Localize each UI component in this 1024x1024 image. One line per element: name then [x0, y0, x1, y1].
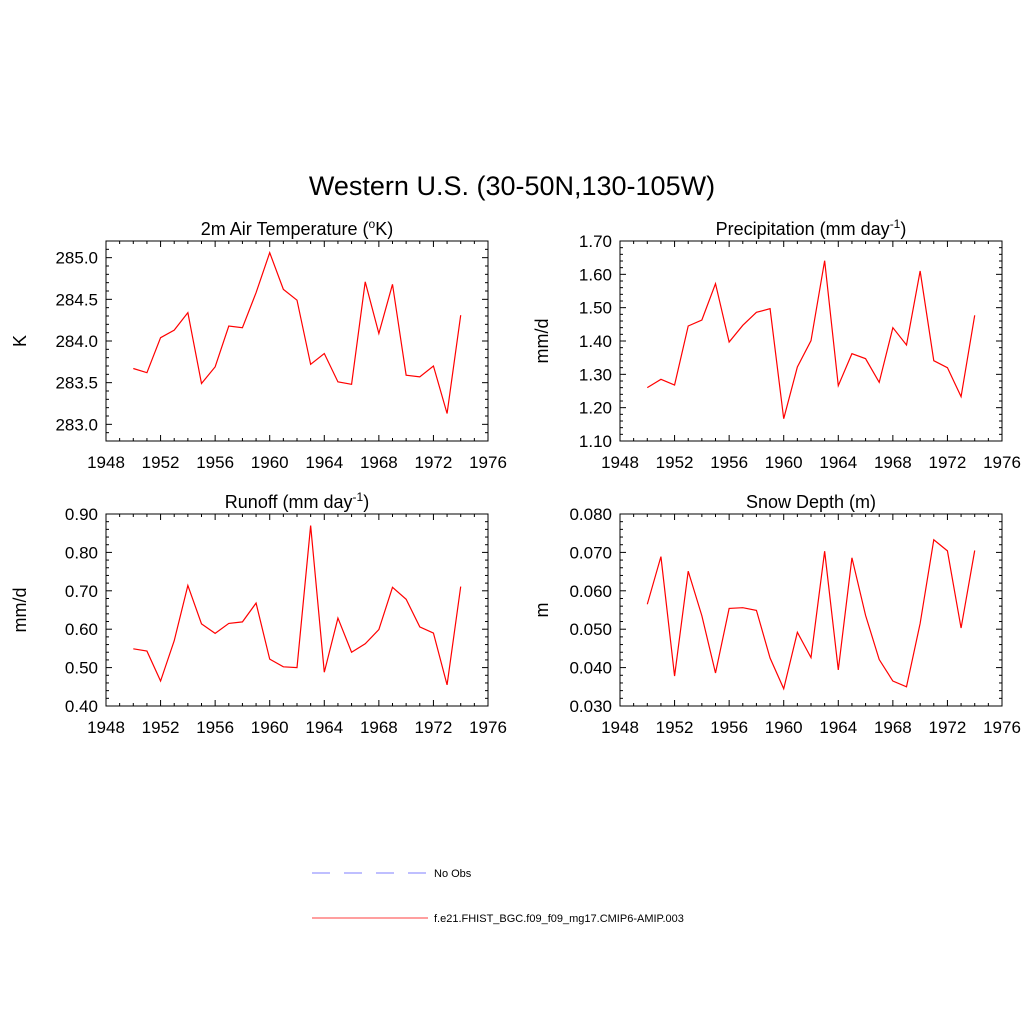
snow-depth-x-tick-label: 1972: [929, 718, 967, 737]
precipitation-x-tick-label: 1968: [874, 453, 912, 472]
precipitation-x-tick-label: 1972: [929, 453, 967, 472]
air-temperature-y-tick-label: 284.5: [55, 290, 98, 309]
legend-label-model: f.e21.FHIST_BGC.f09_f09_mg17.CMIP6-AMIP.…: [434, 913, 684, 925]
runoff-panel-title: Runoff (mm day-1): [225, 490, 369, 512]
runoff-x-tick-label: 1976: [469, 718, 507, 737]
precipitation-y-tick-label: 1.10: [579, 432, 612, 451]
runoff-x-tick-label: 1960: [251, 718, 289, 737]
legend: No Obs f.e21.FHIST_BGC.f09_f09_mg17.CMIP…: [312, 868, 684, 925]
precipitation-x-tick-label: 1976: [983, 453, 1021, 472]
snow-depth-title-text: Snow Depth (m): [746, 492, 876, 512]
snow-depth-y-tick-label: 0.050: [569, 620, 612, 639]
runoff-x-tick-label: 1968: [360, 718, 398, 737]
air-temperature-x-tick-label: 1960: [251, 453, 289, 472]
runoff-title-superscript: -1: [353, 490, 364, 504]
precipitation-y-axis-label: mm/d: [532, 319, 552, 364]
air-temperature-y-tick-label: 283.0: [55, 415, 98, 434]
precipitation-y-tick-label: 1.30: [579, 365, 612, 384]
precipitation-title-superscript: -1: [890, 217, 901, 231]
air-temperature-x-tick-label: 1972: [415, 453, 453, 472]
air-temperature-y-axis-label: K: [10, 335, 30, 347]
snow-depth-x-tick-label: 1964: [819, 718, 857, 737]
runoff-y-tick-label: 0.60: [65, 620, 98, 639]
snow-depth-x-tick-label: 1948: [601, 718, 639, 737]
runoff-y-tick-label: 0.70: [65, 582, 98, 601]
runoff-title-suffix: ): [363, 492, 369, 512]
precipitation-y-tick-label: 1.40: [579, 332, 612, 351]
air-temperature-series-line: [133, 250, 462, 414]
snow-depth-y-tick-label: 0.080: [569, 505, 612, 524]
air-temperature-x-tick-label: 1964: [305, 453, 343, 472]
precipitation-x-tick-label: 1960: [765, 453, 803, 472]
snow-depth-y-tick-label: 0.030: [569, 697, 612, 716]
runoff-y-tick-label: 0.80: [65, 543, 98, 562]
air-temperature-y-tick-label: 284.0: [55, 332, 98, 351]
air-temperature-y-tick-label: 285.0: [55, 249, 98, 268]
panel-precipitation: 1948 1952 1956 1960 1964 1968 1972 1976 1.10 1.20…: [532, 217, 1021, 472]
runoff-x-tick-label: 1964: [305, 718, 343, 737]
snow-depth-x-tick-label: 1960: [765, 718, 803, 737]
precipitation-x-tick-label: 1964: [819, 453, 857, 472]
figure-title: Western U.S. (30-50N,130-105W): [309, 171, 715, 201]
legend-label-no-obs: No Obs: [434, 868, 472, 880]
runoff-x-tick-label: 1972: [415, 718, 453, 737]
snow-depth-y-tick-label: 0.070: [569, 543, 612, 562]
snow-depth-x-tick-label: 1956: [710, 718, 748, 737]
snow-depth-plot-frame: [619, 513, 1003, 707]
air-temperature-x-tick-label: 1952: [142, 453, 180, 472]
precipitation-y-tick-label: 1.70: [579, 232, 612, 251]
precipitation-x-tick-label: 1956: [710, 453, 748, 472]
runoff-title-text: Runoff (mm day: [225, 492, 353, 512]
precipitation-series-line: [646, 260, 976, 419]
snow-depth-y-axis-label: m: [532, 603, 552, 618]
panel-runoff: 1948 1952 1956 1960 1964 1968 1972 1976 0.40 0.50…: [10, 490, 507, 737]
runoff-y-tick-label: 0.50: [65, 659, 98, 678]
snow-depth-y-tick-label: 0.060: [569, 582, 612, 601]
air-temperature-title-superscript: o: [369, 217, 376, 231]
runoff-x-tick-label: 1952: [142, 718, 180, 737]
precipitation-x-tick-label: 1952: [656, 453, 694, 472]
runoff-x-tick-label: 1956: [196, 718, 234, 737]
precipitation-y-tick-label: 1.20: [579, 399, 612, 418]
runoff-x-tick-label: 1948: [87, 718, 125, 737]
air-temperature-x-tick-label: 1976: [469, 453, 507, 472]
snow-depth-series-line: [646, 538, 976, 691]
precipitation-title-suffix: ): [900, 219, 906, 239]
runoff-y-tick-label: 0.40: [65, 697, 98, 716]
snow-depth-x-tick-label: 1952: [656, 718, 694, 737]
air-temperature-x-tick-label: 1956: [196, 453, 234, 472]
air-temperature-x-tick-label: 1968: [360, 453, 398, 472]
snow-depth-y-tick-label: 0.040: [569, 659, 612, 678]
precipitation-title-text: Precipitation (mm day: [716, 219, 890, 239]
precipitation-panel-title: Precipitation (mm day-1): [716, 217, 907, 239]
precipitation-y-tick-label: 1.60: [579, 265, 612, 284]
air-temperature-x-tick-label: 1948: [87, 453, 125, 472]
panel-air-temperature: 1948 1952 1956 1960 1964 1968 1972 1976 283.0 283…: [10, 217, 507, 472]
snow-depth-x-tick-label: 1976: [983, 718, 1021, 737]
air-temperature-panel-title: 2m Air Temperature (oK): [201, 217, 393, 239]
runoff-y-tick-label: 0.90: [65, 505, 98, 524]
runoff-plot-frame: [105, 513, 489, 707]
panel-snow-depth: 1948 1952 1956 1960 1964 1968 1972 1976 0.030 0.0…: [532, 492, 1021, 737]
air-temperature-title-suffix: K): [375, 219, 393, 239]
snow-depth-panel-title: Snow Depth (m): [746, 492, 876, 512]
precipitation-y-tick-label: 1.50: [579, 299, 612, 318]
air-temperature-y-tick-label: 283.5: [55, 374, 98, 393]
runoff-y-axis-label: mm/d: [10, 588, 30, 633]
air-temperature-title-text: 2m Air Temperature (: [201, 219, 369, 239]
runoff-series-line: [133, 525, 462, 686]
snow-depth-x-tick-label: 1968: [874, 718, 912, 737]
air-temperature-plot-frame: [105, 240, 489, 442]
precipitation-x-tick-label: 1948: [601, 453, 639, 472]
